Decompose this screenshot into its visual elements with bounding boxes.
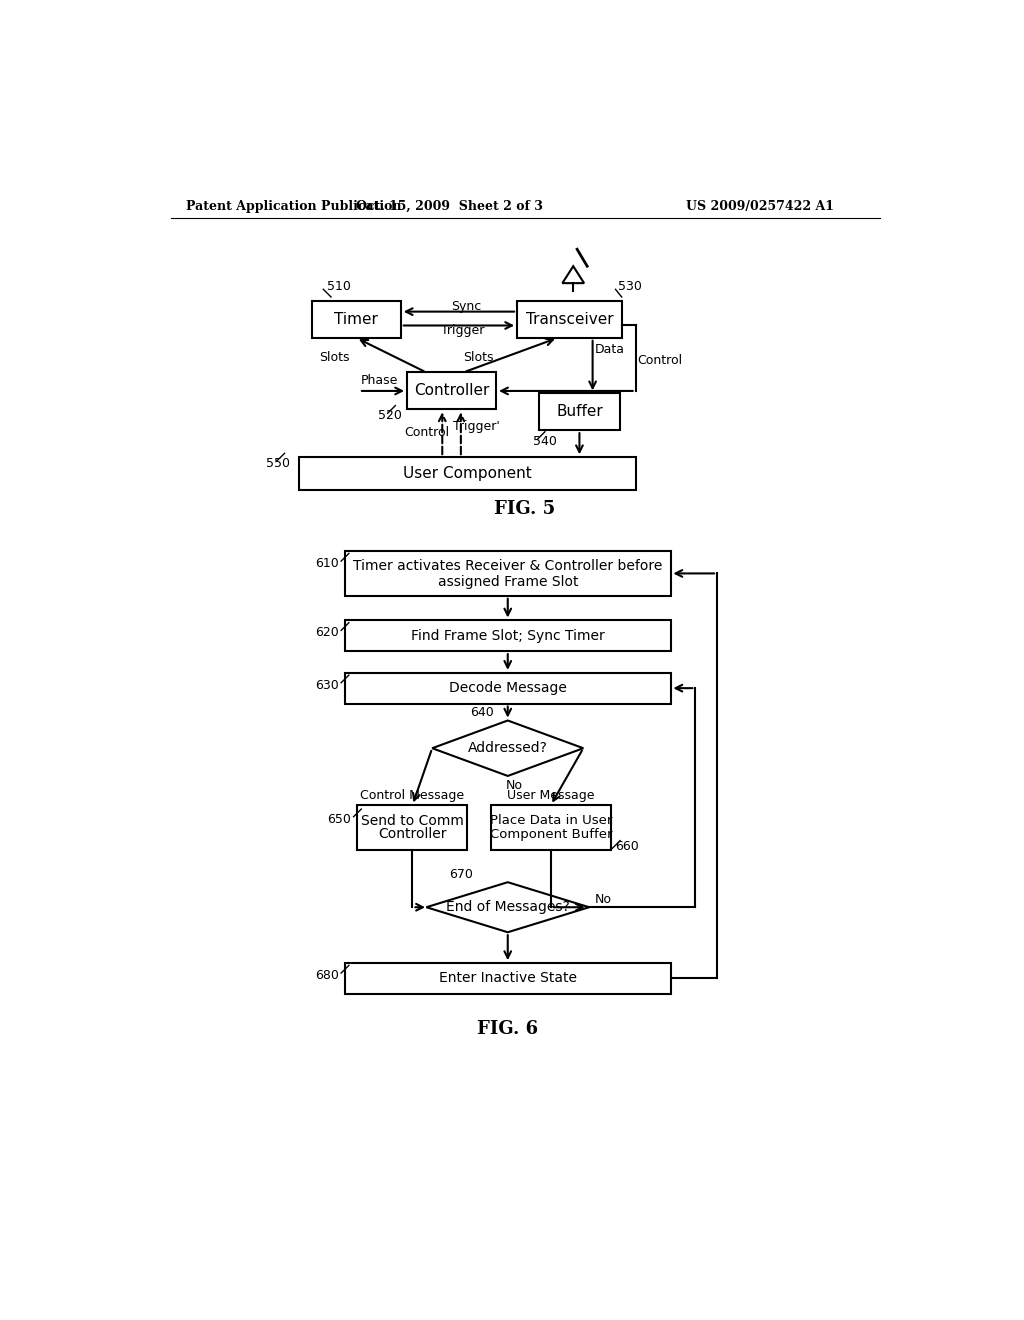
Text: Control Message: Control Message xyxy=(360,788,465,801)
Text: No: No xyxy=(595,894,611,906)
Text: 630: 630 xyxy=(315,678,339,692)
Text: Slots: Slots xyxy=(319,351,350,363)
Text: Enter Inactive State: Enter Inactive State xyxy=(438,972,577,986)
Text: 670: 670 xyxy=(449,869,473,880)
Text: Phase: Phase xyxy=(360,375,397,388)
Polygon shape xyxy=(426,882,589,932)
Text: Component Buffer: Component Buffer xyxy=(489,828,612,841)
Text: 550: 550 xyxy=(266,457,290,470)
Bar xyxy=(311,301,400,338)
Text: User Component: User Component xyxy=(402,466,531,482)
Text: 640: 640 xyxy=(470,706,494,719)
Text: Oct. 15, 2009  Sheet 2 of 3: Oct. 15, 2009 Sheet 2 of 3 xyxy=(356,199,543,213)
Text: Control: Control xyxy=(637,354,682,367)
Text: Place Data in User: Place Data in User xyxy=(489,814,612,828)
Bar xyxy=(345,964,671,994)
Bar xyxy=(517,301,622,338)
Text: FIG. 6: FIG. 6 xyxy=(477,1019,539,1038)
Text: Slots: Slots xyxy=(464,351,494,363)
Bar xyxy=(345,552,671,595)
Text: Patent Application Publication: Patent Application Publication xyxy=(186,199,401,213)
Text: US 2009/0257422 A1: US 2009/0257422 A1 xyxy=(686,199,834,213)
Bar xyxy=(357,805,467,850)
Text: Send to Comm: Send to Comm xyxy=(361,813,464,828)
Text: 540: 540 xyxy=(532,436,556,449)
Text: 610: 610 xyxy=(315,557,339,570)
Text: assigned Frame Slot: assigned Frame Slot xyxy=(437,576,578,589)
Text: End of Messages?: End of Messages? xyxy=(445,900,569,915)
Bar xyxy=(407,372,496,409)
Text: 680: 680 xyxy=(315,969,339,982)
Bar xyxy=(490,805,611,850)
Bar xyxy=(345,673,671,704)
Text: Trigger: Trigger xyxy=(441,323,484,337)
Bar xyxy=(299,457,636,490)
Text: Buffer: Buffer xyxy=(556,404,603,420)
Text: Sync: Sync xyxy=(452,300,482,313)
Text: Timer activates Receiver & Controller before: Timer activates Receiver & Controller be… xyxy=(353,560,663,573)
Text: Data: Data xyxy=(595,343,625,356)
Text: Controller: Controller xyxy=(378,828,446,841)
Bar xyxy=(345,620,671,651)
Text: Timer: Timer xyxy=(334,312,378,327)
Text: Control: Control xyxy=(404,426,450,440)
Text: Transceiver: Transceiver xyxy=(525,312,613,327)
Bar xyxy=(539,393,621,430)
Polygon shape xyxy=(432,721,584,776)
Text: 660: 660 xyxy=(614,840,638,853)
Text: FIG. 5: FIG. 5 xyxy=(495,500,555,517)
Polygon shape xyxy=(562,267,584,284)
Text: 520: 520 xyxy=(378,409,401,422)
Text: Addressed?: Addressed? xyxy=(468,742,548,755)
Text: 510: 510 xyxy=(328,280,351,293)
Text: No: No xyxy=(506,779,522,792)
Text: Find Frame Slot; Sync Timer: Find Frame Slot; Sync Timer xyxy=(411,628,604,643)
Text: Controller: Controller xyxy=(414,383,489,399)
Text: Trigger': Trigger' xyxy=(453,420,500,433)
Text: User Message: User Message xyxy=(507,788,595,801)
Text: 650: 650 xyxy=(328,813,351,825)
Text: 620: 620 xyxy=(315,626,339,639)
Text: Decode Message: Decode Message xyxy=(449,681,566,696)
Text: 530: 530 xyxy=(617,280,642,293)
